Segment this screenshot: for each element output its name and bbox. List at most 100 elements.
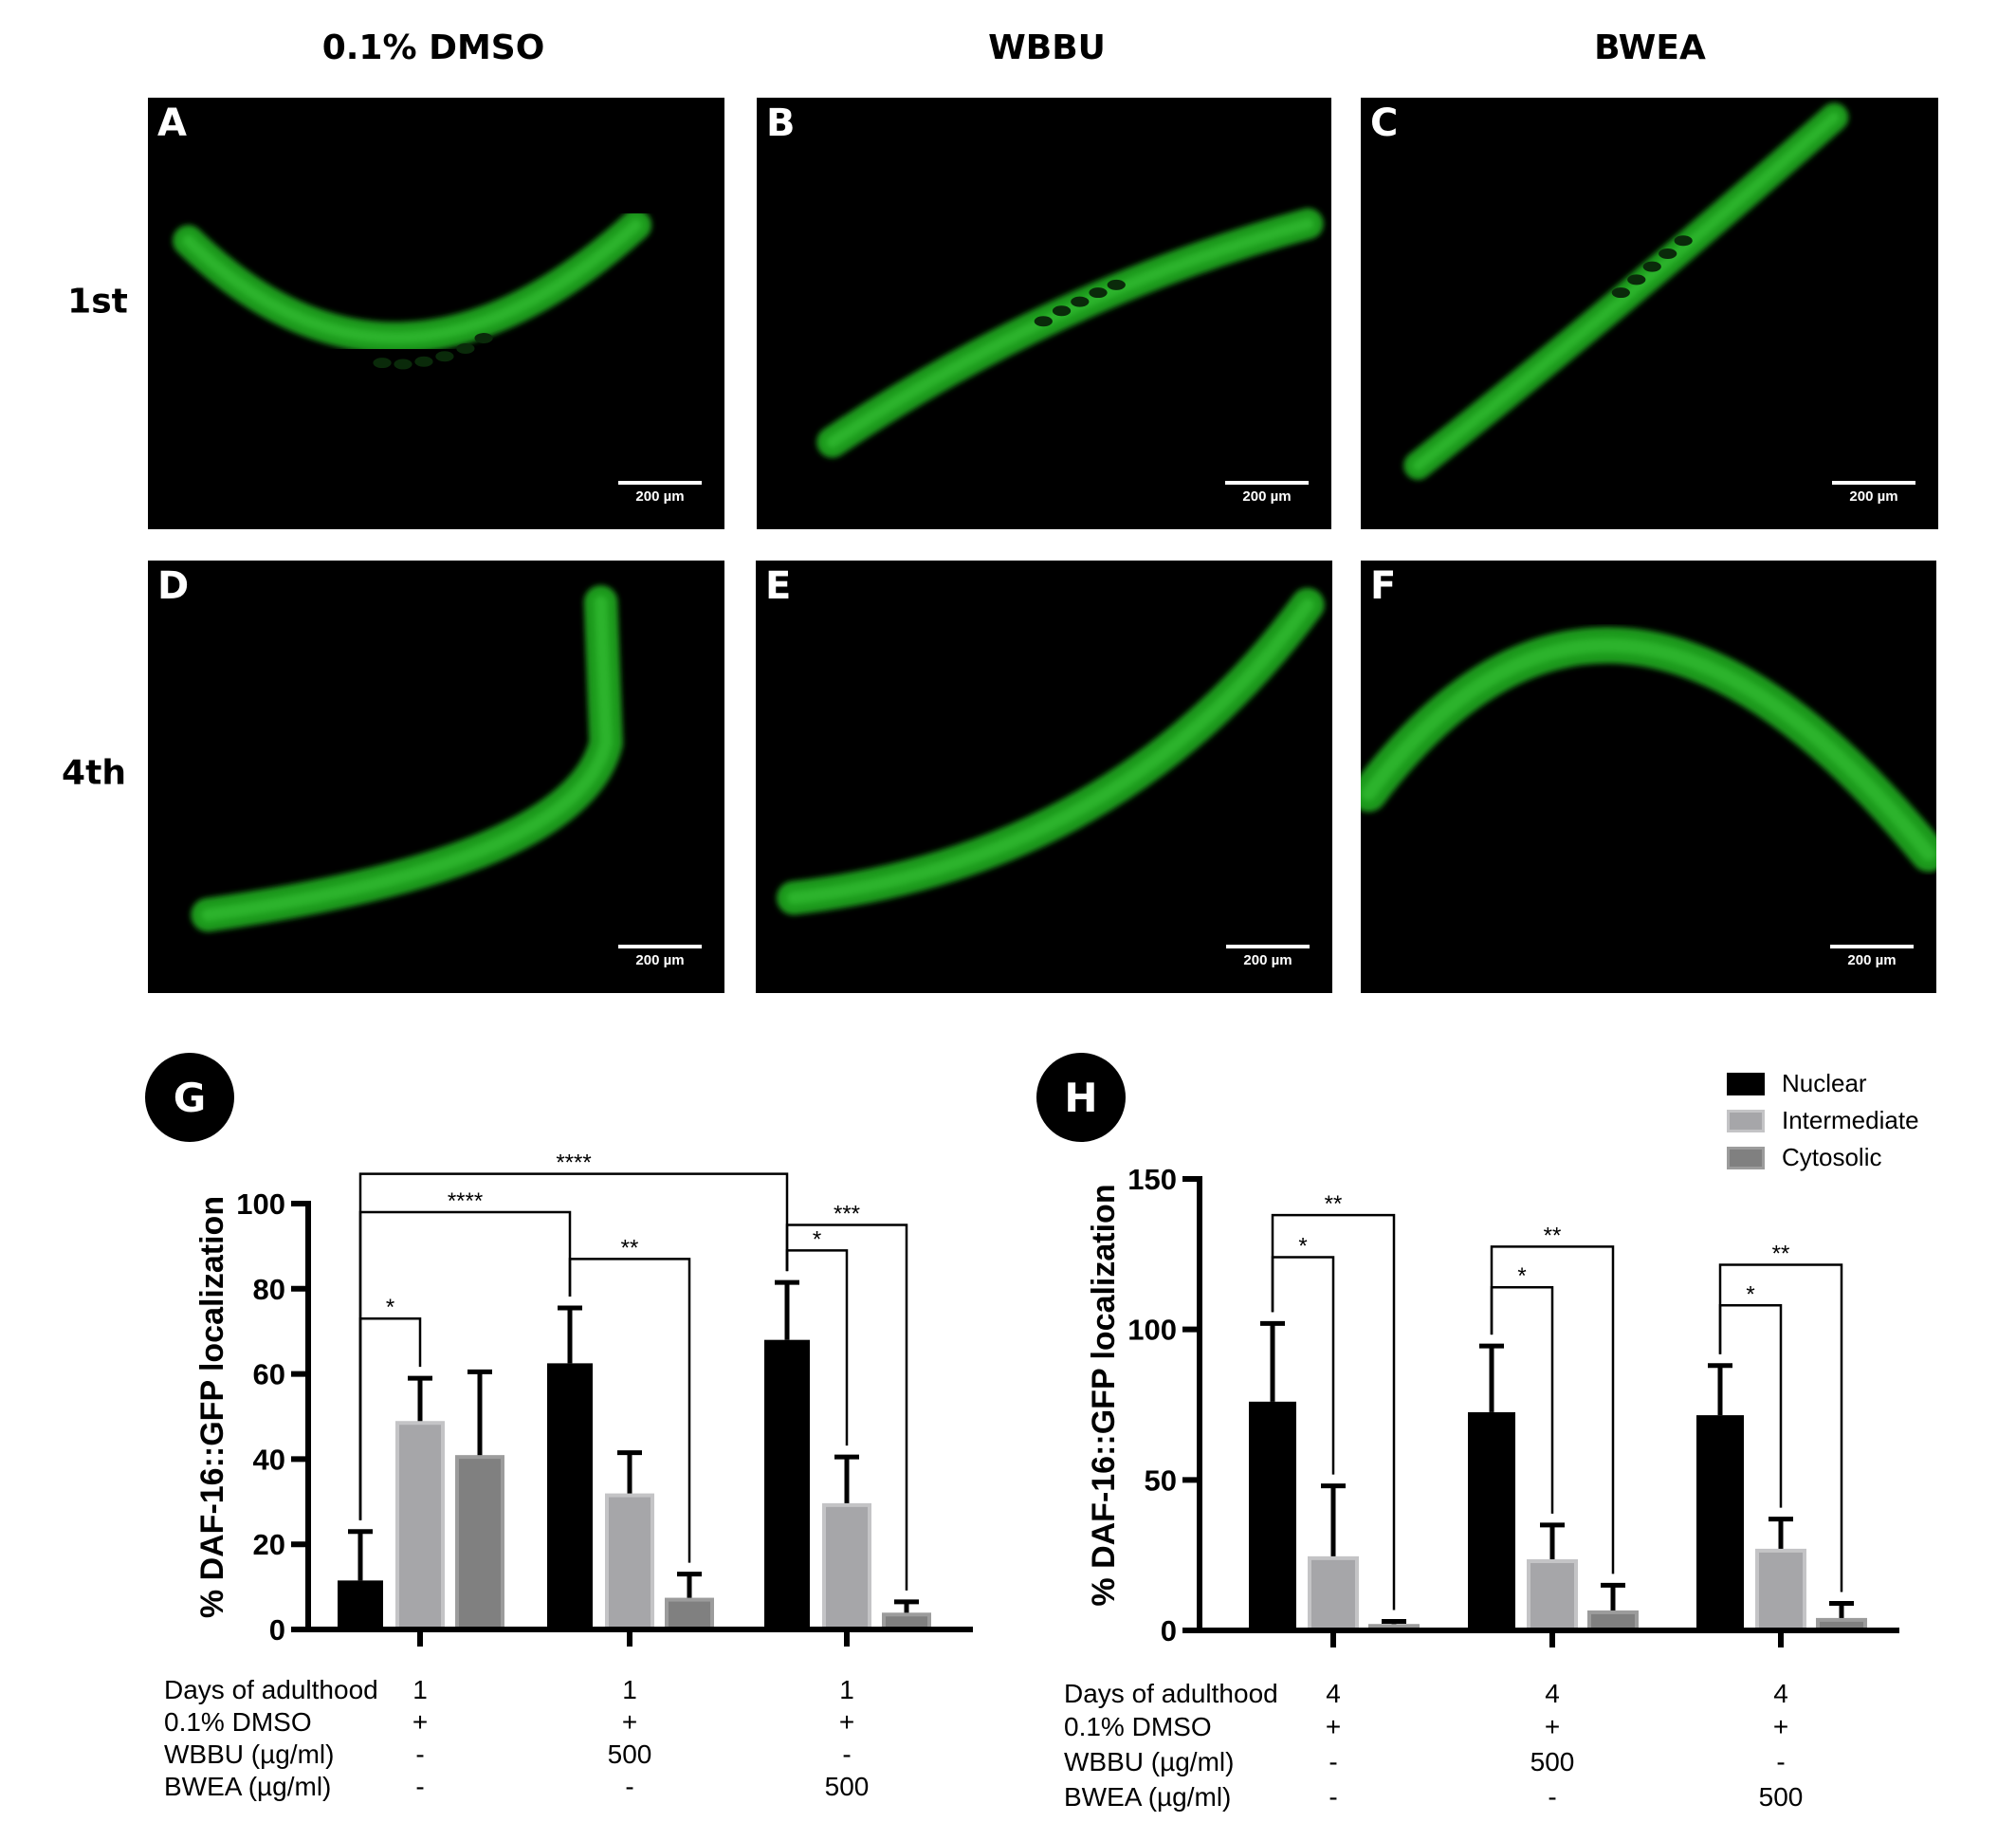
scale-bar: 200 µm [1225, 481, 1309, 505]
row-header-4th: 4th [62, 753, 126, 793]
bar-intermediate [605, 1493, 654, 1631]
significance-label: * [1298, 1234, 1307, 1260]
significance-bracket [568, 1258, 691, 1563]
significance-label: **** [556, 1150, 591, 1176]
y-axis-label: % DAF-16::GFP localization [1086, 1184, 1122, 1606]
condition-value: - [842, 1739, 852, 1769]
condition-label: WBBU (µg/ml) [164, 1739, 335, 1769]
y-tick-label: 80 [253, 1273, 285, 1306]
legend-item-intermediate: Intermediate [1727, 1106, 1919, 1135]
y-tick-label: 150 [1127, 1163, 1177, 1196]
significance-label: * [1746, 1281, 1754, 1307]
significance-label: * [386, 1295, 394, 1320]
condition-value: 1 [839, 1675, 854, 1704]
condition-label: BWEA (µg/ml) [164, 1772, 332, 1801]
bar-nuclear [1249, 1401, 1296, 1630]
legend-label: Cytosolic [1782, 1143, 1882, 1171]
panel-label-h: H [1036, 1053, 1126, 1142]
scale-bar-label: 200 µm [1847, 952, 1897, 968]
panel-letter: C [1370, 101, 1399, 145]
bar-intermediate [1527, 1559, 1578, 1632]
panel-label-g: G [145, 1053, 234, 1142]
significance-label: ** [1325, 1191, 1343, 1217]
scale-bar: 200 µm [1832, 481, 1915, 505]
bar-nuclear [1468, 1411, 1515, 1630]
condition-value: 500 [1530, 1747, 1575, 1776]
panel-letter: E [765, 564, 792, 608]
bar-cytosolic [665, 1597, 714, 1631]
condition-value: - [1329, 1782, 1338, 1812]
legend-swatch [1727, 1072, 1765, 1095]
condition-value: 4 [1773, 1679, 1788, 1708]
scale-bar: 200 µm [618, 481, 702, 505]
micrograph-panel-e: E 200 µm [756, 561, 1332, 993]
condition-value: 4 [1326, 1679, 1341, 1708]
condition-label: 0.1% DMSO [1064, 1712, 1212, 1741]
worm-image [816, 208, 1324, 458]
row-header-1st: 1st [67, 282, 128, 322]
bar-nuclear [1696, 1415, 1744, 1630]
bar-cytosolic [455, 1455, 504, 1632]
condition-value: - [415, 1772, 425, 1801]
scale-bar: 200 µm [1830, 945, 1914, 968]
worm-image [191, 585, 623, 932]
significance-bracket [358, 1172, 789, 1520]
significance-label: **** [448, 1188, 483, 1214]
condition-value: - [1776, 1747, 1786, 1776]
condition-value: - [625, 1772, 634, 1801]
legend-swatch [1727, 1109, 1765, 1132]
bar-intermediate [1308, 1555, 1359, 1632]
scale-bar: 200 µm [1226, 945, 1310, 968]
condition-value: + [838, 1707, 855, 1737]
legend-item-nuclear: Nuclear [1727, 1069, 1867, 1098]
panel-letter: F [1370, 564, 1397, 608]
significance-label: ** [621, 1235, 639, 1261]
micrograph-panel-f: F 200 µm [1361, 561, 1936, 993]
micrograph-panel-b: B 200 µm [757, 98, 1331, 529]
y-tick-label: 40 [253, 1443, 285, 1476]
scale-bar-label: 200 µm [635, 488, 685, 505]
legend-label: Intermediate [1782, 1106, 1919, 1134]
bar-intermediate [395, 1421, 445, 1631]
micrograph-panel-c: C 200 µm [1361, 98, 1938, 529]
scale-bar-label: 200 µm [635, 952, 685, 968]
y-tick-label: 100 [236, 1187, 285, 1221]
panel-letter: B [766, 101, 796, 145]
worm-image [1361, 627, 1936, 873]
significance-bracket [1490, 1245, 1615, 1574]
significance-bracket [1271, 1213, 1396, 1610]
significance-label: ** [1544, 1223, 1562, 1248]
condition-value: 500 [824, 1772, 870, 1801]
condition-value: + [1544, 1712, 1561, 1741]
y-axis-label: % DAF-16::GFP localization [194, 1196, 230, 1618]
column-header-dmso: 0.1% DMSO [321, 28, 545, 67]
bar-nuclear [338, 1580, 383, 1629]
y-tick-label: 0 [1161, 1614, 1177, 1647]
bar-nuclear [764, 1339, 810, 1629]
scale-bar-label: 200 µm [1242, 488, 1292, 505]
condition-value: + [1325, 1712, 1342, 1741]
legend-swatch [1727, 1146, 1765, 1169]
significance-bracket [785, 1224, 908, 1591]
condition-label: Days of adulthood [164, 1675, 378, 1704]
condition-label: Days of adulthood [1064, 1679, 1278, 1708]
condition-label: 0.1% DMSO [164, 1707, 312, 1737]
significance-bracket [1718, 1263, 1843, 1592]
significance-label: *** [834, 1201, 860, 1226]
scale-bar-label: 200 µm [1849, 488, 1898, 505]
panel-letter: D [157, 564, 190, 608]
column-header-bwea: BWEA [1594, 28, 1706, 67]
condition-value: + [412, 1707, 429, 1737]
worm-image [1403, 102, 1849, 480]
scale-bar: 200 µm [618, 945, 702, 968]
y-tick-label: 20 [253, 1528, 285, 1561]
condition-value: 4 [1545, 1679, 1560, 1708]
condition-value: - [1548, 1782, 1557, 1812]
condition-value: + [621, 1707, 638, 1737]
condition-value: 1 [622, 1675, 637, 1704]
bar-nuclear [547, 1363, 593, 1629]
bar-intermediate [822, 1502, 871, 1631]
